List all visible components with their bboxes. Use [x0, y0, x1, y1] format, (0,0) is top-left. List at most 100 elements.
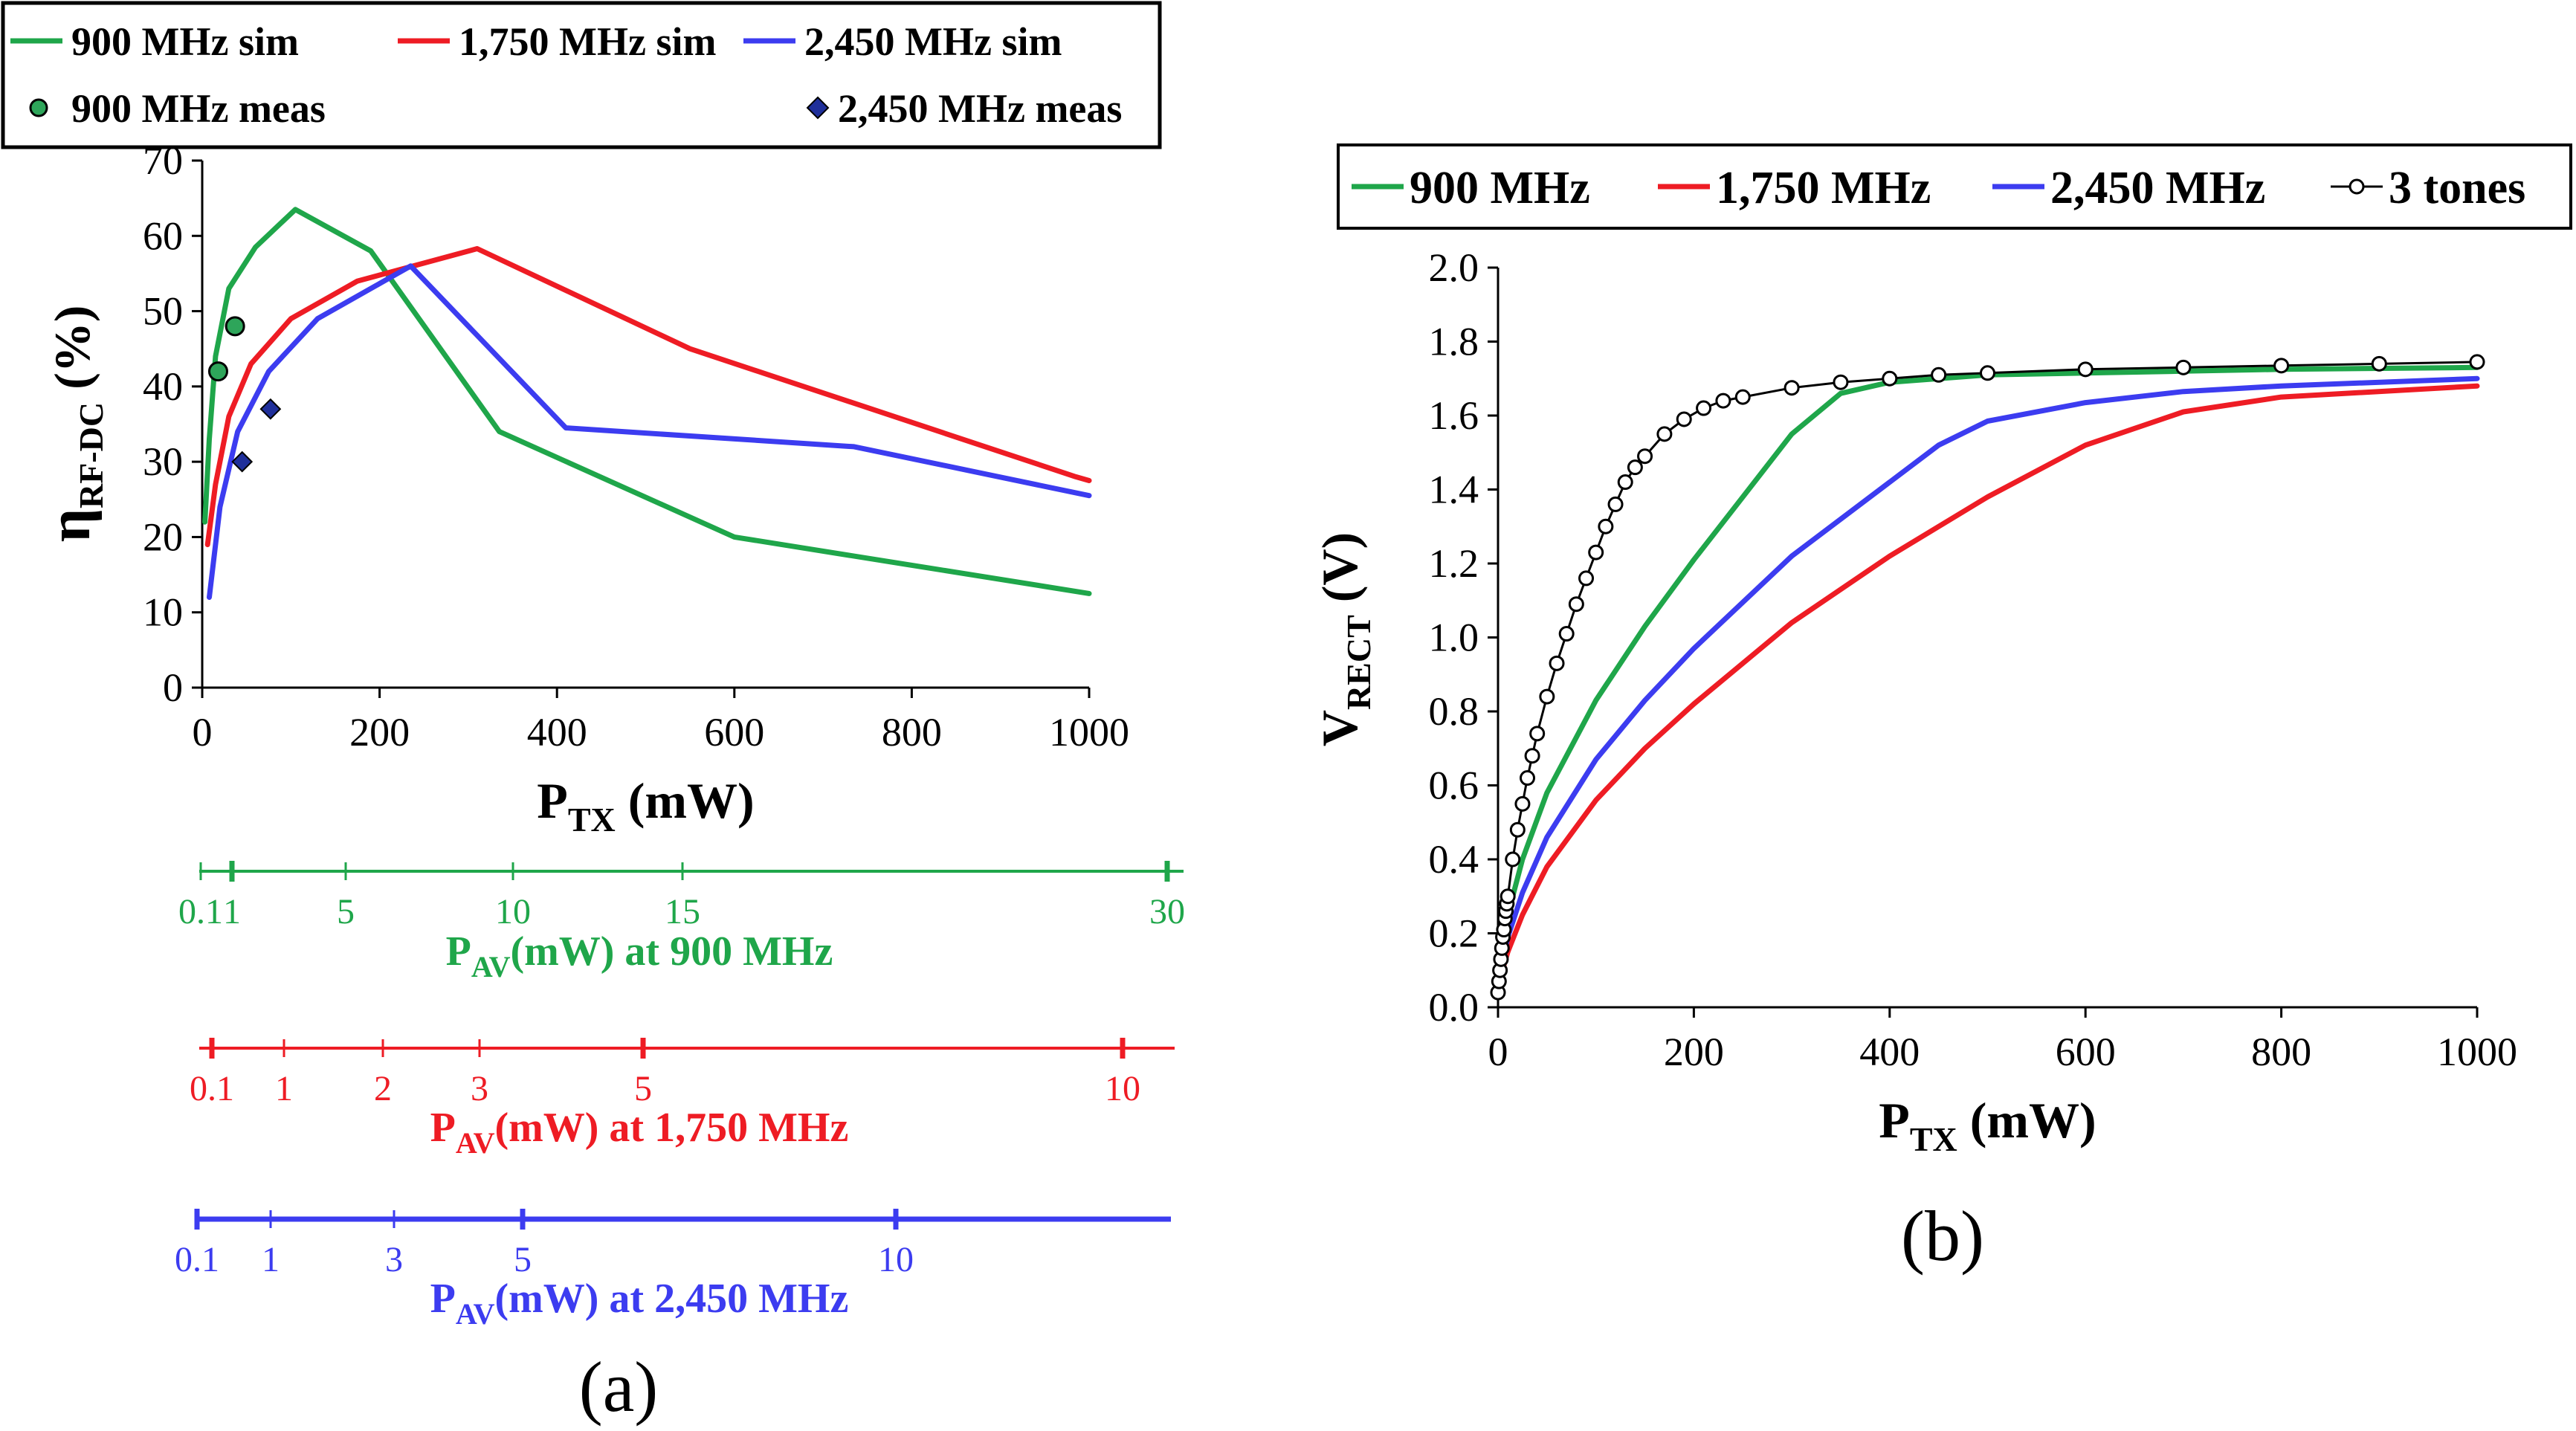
y-tick-label: 0.0: [1429, 985, 1479, 1030]
series-marker: [1637, 448, 1653, 465]
y-tick-label: 1.0: [1429, 616, 1479, 660]
pav-tick-label: 2: [374, 1069, 392, 1108]
series-marker: [1715, 393, 1731, 409]
y-tick-label: 1.4: [1429, 468, 1479, 512]
series-line: [1495, 364, 2480, 981]
legend-swatch: [806, 96, 830, 120]
y-tick-label: 1.8: [1429, 320, 1479, 364]
series-marker: [1676, 411, 1692, 427]
y-tick-label: 50: [143, 289, 183, 334]
series-marker: [1783, 380, 1800, 396]
y-tick-label: 10: [143, 590, 183, 635]
pav-tick-label: 1: [262, 1240, 280, 1279]
x-tick-label: 0: [193, 710, 213, 755]
meas-marker: [207, 361, 228, 382]
series-marker: [1588, 544, 1604, 561]
series-marker: [1558, 626, 1575, 642]
y-tick-label: 30: [143, 439, 183, 484]
y-tick-label: 0.6: [1429, 763, 1479, 808]
x-tick-label: 200: [349, 710, 410, 755]
pav-tick-label: 15: [665, 892, 700, 931]
series-marker: [1514, 795, 1531, 812]
pav-tick-label: 10: [1105, 1069, 1140, 1108]
series-marker: [1529, 726, 1546, 742]
y-tick-label: 1.2: [1429, 541, 1479, 586]
series-marker: [1656, 426, 1673, 442]
pav-axis-title: PAV(mW) at 900 MHz: [446, 928, 833, 983]
legend-swatch: [29, 98, 48, 117]
series-marker: [1509, 821, 1526, 838]
y-tick-label: 40: [143, 364, 183, 409]
x-tick-label: 1000: [2437, 1030, 2517, 1074]
x-tick-label: 800: [2251, 1030, 2311, 1074]
panel-label: (b): [1901, 1196, 1984, 1276]
series-marker: [1500, 888, 1516, 905]
x-tick-label: 1000: [1049, 710, 1129, 755]
series-marker: [1980, 365, 1995, 381]
y-tick-label: 2.0: [1429, 245, 1479, 290]
meas-marker: [225, 316, 245, 337]
series-marker: [1833, 374, 1849, 390]
pav-tick-label: 1: [275, 1069, 293, 1108]
series-line: [207, 263, 1092, 600]
pav-tick-label: 30: [1149, 892, 1185, 931]
series-marker: [1568, 596, 1584, 613]
legend-label: 1,750 MHz: [1716, 163, 1931, 213]
pav-tick-label: 1: [223, 892, 241, 931]
series-marker: [1617, 474, 1633, 491]
legend-swatch: [2349, 178, 2365, 195]
series-marker: [2273, 358, 2290, 374]
y-tick-label: 20: [143, 514, 183, 559]
series-line: [1495, 383, 2480, 988]
pav-tick-label: 5: [634, 1069, 652, 1108]
pav-axis-title: PAV(mW) at 2,450 MHz: [430, 1276, 849, 1331]
series-line: [204, 246, 1092, 548]
x-tick-label: 600: [704, 710, 764, 755]
series-marker: [1505, 851, 1521, 868]
series-marker: [2175, 359, 2192, 375]
x-tick-label: 200: [1664, 1030, 1724, 1074]
legend-label: 2,450 MHz meas: [838, 86, 1122, 131]
series-line: [202, 207, 1092, 596]
y-tick-label: 0: [163, 665, 183, 710]
x-tick-label: 600: [2056, 1030, 2116, 1074]
y-axis-title: VRECT (V): [1311, 532, 1378, 746]
meas-marker: [259, 398, 282, 420]
x-axis-title: PTX (mW): [1879, 1092, 2096, 1158]
series-marker: [1549, 655, 1565, 671]
series-marker: [1539, 688, 1555, 705]
x-tick-label: 800: [882, 710, 942, 755]
legend-label: 1,750 MHz sim: [459, 19, 716, 64]
series-marker: [2469, 354, 2485, 370]
pav-tick-label: 5: [514, 1240, 532, 1279]
legend-label: 2,450 MHz: [2050, 163, 2265, 213]
y-tick-label: 1.6: [1429, 393, 1479, 438]
series-marker: [1578, 570, 1595, 587]
series-marker: [1882, 370, 1898, 387]
panel-a: 900 MHz sim 1,750 MHz sim 2,450 MHz sim 900…: [1, 1, 1185, 1427]
pav-tick-label: 0.1: [178, 892, 223, 931]
series-marker: [1607, 496, 1624, 512]
series-marker: [2371, 355, 2387, 372]
legend-label: 2,450 MHz sim: [804, 19, 1062, 64]
pav-tick-label: 3: [471, 1069, 488, 1108]
pav-tick-label: 10: [878, 1240, 914, 1279]
legend-label: 900 MHz meas: [71, 86, 326, 131]
legend-box: [1, 1, 1162, 149]
series-marker: [1598, 518, 1614, 534]
series-marker: [2077, 361, 2094, 378]
pav-tick-label: 10: [495, 892, 531, 931]
series-marker: [1734, 389, 1751, 405]
pav-tick-label: 3: [385, 1240, 403, 1279]
series-marker: [1696, 400, 1712, 416]
series-marker: [1520, 770, 1536, 786]
series-marker: [1627, 459, 1643, 476]
y-tick-label: 0.4: [1429, 837, 1479, 882]
y-tick-label: 60: [143, 213, 183, 258]
meas-marker: [231, 450, 254, 473]
y-tick-label: 0.8: [1429, 689, 1479, 734]
series-marker: [1931, 366, 1947, 383]
y-tick-label: 0.2: [1429, 911, 1479, 956]
legend-label: 3 tones: [2389, 163, 2525, 213]
